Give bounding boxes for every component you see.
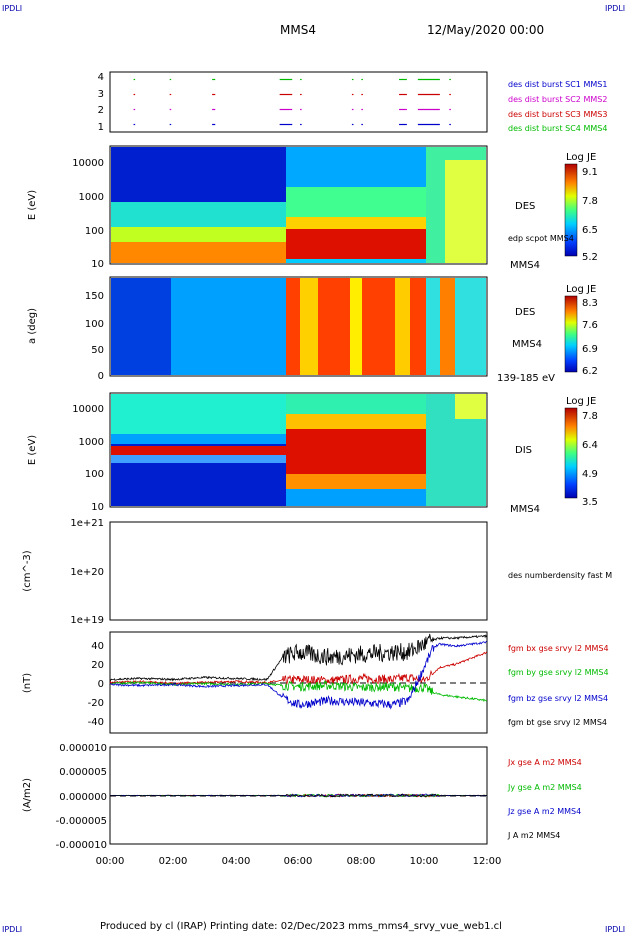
fgm-legend-bt: fgm bt gse srvy l2 MMS4 xyxy=(508,718,607,727)
ytick-label: 4 xyxy=(98,72,104,83)
colorbar-dis-energy: Log JE 7.8 6.4 4.9 3.5 xyxy=(564,396,598,508)
xtick-label: 10:00 xyxy=(410,856,439,867)
fgm-legend-bz: fgm bz gse srvy l2 MMS4 xyxy=(508,694,608,703)
colorbar-des-energy: Log JE 9.1 7.8 6.5 5.2 xyxy=(564,152,598,263)
colorbar-title: Log JE xyxy=(566,396,596,407)
spacecraft-title: MMS4 xyxy=(280,23,316,37)
des-energy-ylabel: E (eV) xyxy=(27,190,38,220)
corner-label-br: IPDLI xyxy=(605,925,625,934)
current-legend-jx: Jx gse A m2 MMS4 xyxy=(507,758,582,767)
ytick-label: 100 xyxy=(85,319,104,330)
colorbar-des-pitch: Log JE 8.3 7.6 6.9 6.2 xyxy=(564,284,598,377)
ytick-label: 1000 xyxy=(79,437,104,448)
fgm-series-line xyxy=(109,640,488,710)
des-pitch-sc-label: MMS4 xyxy=(512,339,542,350)
colorbar-tick: 6.2 xyxy=(582,366,598,377)
ytick-label: -40 xyxy=(88,717,104,728)
ytick-label: 10 xyxy=(91,259,104,270)
des-pitch-heatmap xyxy=(111,278,486,375)
ytick-label: -0.000005 xyxy=(56,816,107,827)
density-ylabel: (cm^-3) xyxy=(22,550,33,591)
ytick-label: 10000 xyxy=(72,404,104,415)
dis-energy-heatmap xyxy=(111,394,486,506)
corner-label-tl: IPDLI xyxy=(2,4,22,13)
colorbar-tick: 7.8 xyxy=(582,196,598,207)
density-legend: des numberdensity fast M xyxy=(508,571,612,580)
ytick-label: 100 xyxy=(85,469,104,480)
footer-text: Produced by cl (IRAP) Printing date: 02/… xyxy=(100,921,502,932)
ytick-label: 1e+21 xyxy=(70,518,104,529)
ytick-label: 0.000005 xyxy=(59,767,107,778)
burst-legend-mms3: des dist burst SC3 MMS3 xyxy=(508,110,607,119)
colorbar-tick: 5.2 xyxy=(582,252,598,263)
ytick-label: 0 xyxy=(98,679,104,690)
ytick-label: 1 xyxy=(98,122,104,133)
des-label: DES xyxy=(515,201,535,212)
colorbar-tick: 9.1 xyxy=(582,167,598,178)
colorbar-title: Log JE xyxy=(566,152,596,163)
panel-density-frame xyxy=(109,521,488,621)
xtick-label: 02:00 xyxy=(159,856,188,867)
dis-label: DIS xyxy=(515,445,532,456)
ytick-label: 40 xyxy=(91,641,104,652)
dis-sc-label: MMS4 xyxy=(510,504,540,515)
current-legend-jz: Jz gse A m2 MMS4 xyxy=(507,807,581,816)
ytick-label: 0.000010 xyxy=(59,743,107,754)
colorbar-tick: 6.9 xyxy=(582,344,598,355)
colorbar-tick: 4.9 xyxy=(582,469,598,480)
ytick-label: 2 xyxy=(98,105,104,116)
colorbar-tick: 7.8 xyxy=(582,411,598,422)
colorbar-tick: 8.3 xyxy=(582,298,598,309)
ytick-label: 50 xyxy=(91,345,104,356)
xtick-label: 06:00 xyxy=(284,856,313,867)
current-ylabel: (A/m2) xyxy=(22,778,33,812)
corner-label-tr: IPDLI xyxy=(605,4,625,13)
xtick-label: 00:00 xyxy=(96,856,125,867)
ytick-label: 20 xyxy=(91,660,104,671)
ytick-label: 1e+19 xyxy=(70,615,104,626)
des-energy-sc-label: MMS4 xyxy=(510,260,540,271)
current-series-line xyxy=(109,793,488,798)
fgm-legend-by: fgm by gse srvy l2 MMS4 xyxy=(508,668,609,677)
des-energy-heatmap xyxy=(111,147,486,263)
ytick-label: 0 xyxy=(98,371,104,382)
ytick-label: -20 xyxy=(88,698,104,709)
current-legend-jy: Jy gse A m2 MMS4 xyxy=(507,783,582,792)
fgm-series-line xyxy=(109,651,488,686)
burst-legend-mms4: des dist burst SC4 MMS4 xyxy=(508,124,607,133)
ytick-label: 150 xyxy=(85,291,104,302)
colorbar-tick: 3.5 xyxy=(582,497,598,508)
current-legend-j: J A m2 MMS4 xyxy=(507,831,560,840)
ytick-label: -0.000010 xyxy=(56,840,107,851)
colorbar-title: Log JE xyxy=(566,284,596,295)
datetime-title: 12/May/2020 00:00 xyxy=(427,23,544,37)
colorbar-tick: 6.5 xyxy=(582,225,598,236)
xtick-label: 04:00 xyxy=(222,856,251,867)
burst-legend-mms1: des dist burst SC1 MMS1 xyxy=(508,80,607,89)
ytick-label: 3 xyxy=(98,89,104,100)
ytick-label: 1e+20 xyxy=(70,567,104,578)
scpot-label: edp scpot MMS4 xyxy=(508,234,574,243)
ytick-label: 100 xyxy=(85,226,104,237)
des-pitch-label: DES xyxy=(515,307,535,318)
des-pitch-energy-range: 139-185 eV xyxy=(497,373,555,384)
corner-label-bl: IPDLI xyxy=(2,925,22,934)
ytick-label: 10 xyxy=(91,502,104,513)
burst-legend-mms2: des dist burst SC2 MMS2 xyxy=(508,95,607,104)
des-pitch-ylabel: a (deg) xyxy=(27,308,38,344)
ytick-label: 10000 xyxy=(72,158,104,169)
xtick-label: 12:00 xyxy=(473,856,502,867)
fgm-ylabel: (nT) xyxy=(22,673,33,693)
ytick-label: 0.000000 xyxy=(59,792,107,803)
colorbar-tick: 7.6 xyxy=(582,320,598,331)
fgm-legend-bx: fgm bx gse srvy l2 MMS4 xyxy=(508,644,609,653)
dis-energy-ylabel: E (eV) xyxy=(27,435,38,465)
fgm-series-line xyxy=(109,633,488,682)
panel-burst-frame xyxy=(109,71,488,133)
ytick-label: 1000 xyxy=(79,192,104,203)
colorbar-tick: 6.4 xyxy=(582,440,598,451)
xtick-label: 08:00 xyxy=(347,856,376,867)
